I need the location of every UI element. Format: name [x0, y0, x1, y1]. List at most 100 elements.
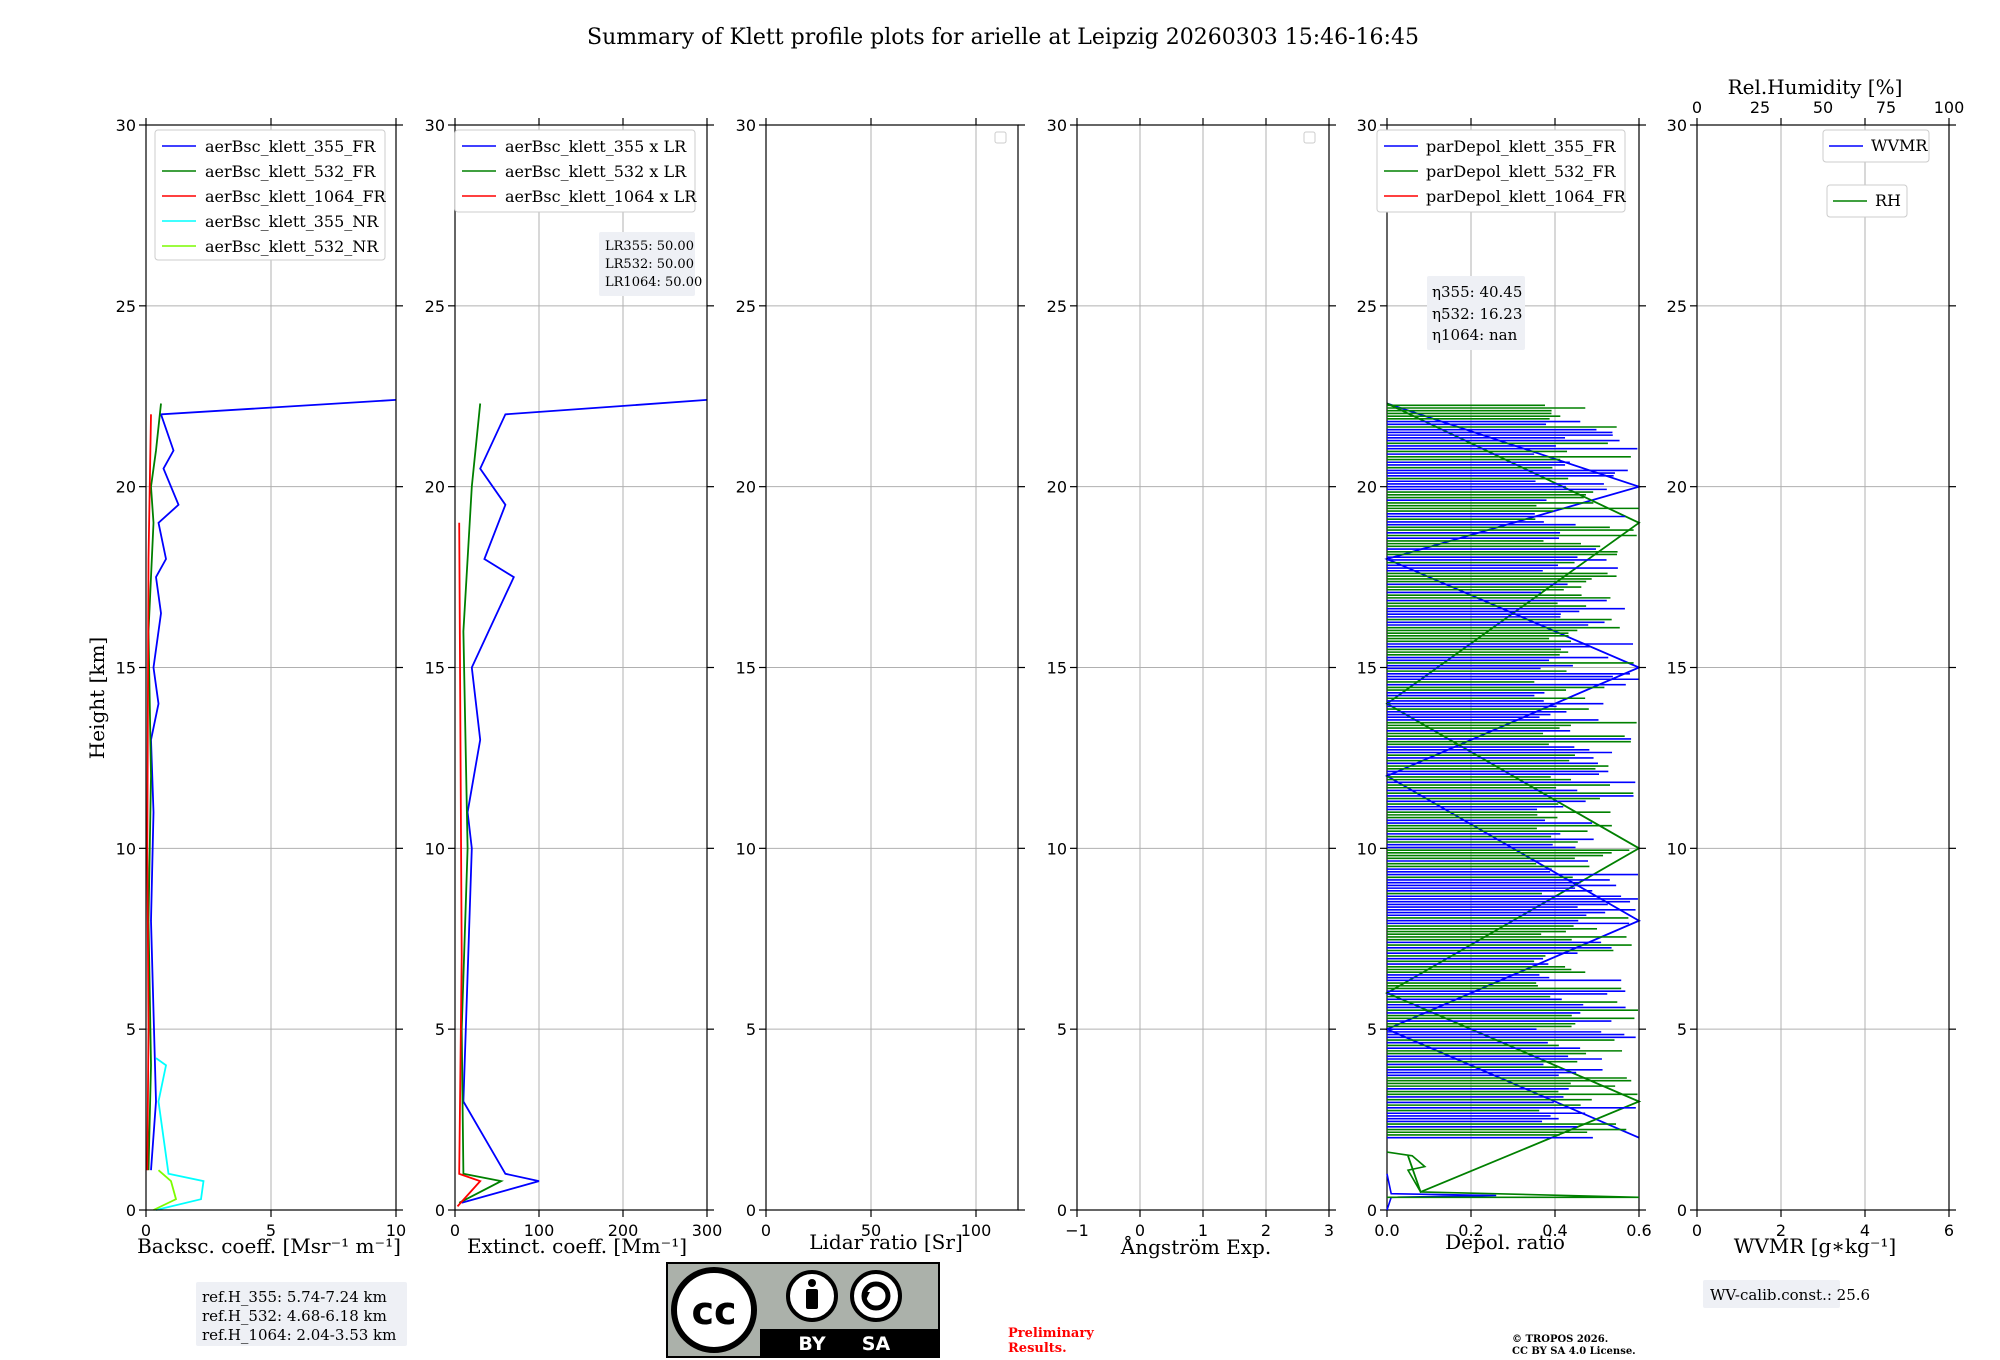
y-tick-label: 25 [1357, 297, 1377, 316]
y-tick-label: 0 [1057, 1201, 1067, 1220]
y-tick-label: 30 [1047, 116, 1067, 135]
y-tick-label: 30 [116, 116, 136, 135]
x-tick-label: 0 [761, 1221, 771, 1240]
ref-h-1064: ref.H_1064: 2.04-3.53 km [202, 1326, 396, 1344]
eta-532: η532: 16.23 [1432, 305, 1522, 323]
xlabel-lidar-ratio: Lidar ratio [Sr] [809, 1230, 963, 1254]
series-line [458, 403, 504, 1204]
x-tick-label: 2 [1776, 1221, 1786, 1240]
xlabel-angstrom: Ångström Exp. [1120, 1234, 1271, 1259]
legend-label: aerBsc_klett_532_FR [205, 162, 376, 181]
y-tick-label: 15 [425, 659, 445, 678]
lidar-ratio-info: LR355: 50.00 LR532: 50.00 LR1064: 50.00 [599, 232, 702, 296]
y-tick-label: 30 [1357, 116, 1377, 135]
top-tick-label: 25 [1750, 98, 1770, 117]
cc-by-sa-badge: cc BY SA [666, 1262, 940, 1358]
copyright-line: CC BY SA 4.0 License. [1512, 1346, 1636, 1357]
extinction-panel: 0 100 200 300 0 5 10 15 20 25 30 [425, 116, 723, 1240]
legend-label: parDepol_klett_1064_FR [1426, 187, 1627, 206]
eta-info: η355: 40.45 η532: 16.23 η1064: nan [1427, 276, 1525, 350]
series-group [146, 399, 397, 1211]
legend-label: aerBsc_klett_355 x LR [505, 137, 687, 156]
y-tick-label: 25 [116, 297, 136, 316]
y-axis-label: Height [km] [85, 637, 109, 759]
y-tick-label: 5 [1057, 1020, 1067, 1039]
depol-low-532 [1386, 1151, 1640, 1199]
empty-legend-marker [994, 131, 1007, 144]
y-tick-label: 25 [736, 297, 756, 316]
y-tick-label: 25 [1047, 297, 1067, 316]
depol-low-355 [1386, 1173, 1497, 1211]
y-tick-label: 20 [736, 478, 756, 497]
x-tick-label: 300 [692, 1221, 723, 1240]
y-tick-label: 0 [1367, 1201, 1377, 1220]
x-tick-label: 0 [1692, 1221, 1702, 1240]
y-tick-label: 5 [746, 1020, 756, 1039]
y-tick-label: 0 [1677, 1201, 1687, 1220]
series-line [461, 399, 708, 1204]
top-tick-label: 50 [1813, 98, 1833, 117]
legend-label: aerBsc_klett_532_NR [205, 237, 379, 256]
backscatter-panel: 0 5 10 0 5 10 15 20 25 30 [116, 116, 407, 1240]
wv-calibration-info: WV-calib.const.: 25.6 [1703, 1280, 1870, 1308]
lr-1064: LR1064: 50.00 [605, 275, 702, 290]
legend-label: aerBsc_klett_355_FR [205, 137, 376, 156]
series-line [146, 414, 152, 1171]
license-by: BY [798, 1333, 825, 1355]
x-tick-label: 0.4 [1542, 1221, 1567, 1240]
x-tick-label: 5 [266, 1221, 276, 1240]
share-alike-icon [850, 1270, 902, 1322]
x-tick-label: 0.6 [1626, 1221, 1651, 1240]
top-xlabel-rh: Rel.Humidity [%] [1728, 75, 1903, 99]
y-tick-label: 20 [1667, 478, 1687, 497]
x-tick-label: 100 [961, 1221, 992, 1240]
x-tick-label: 100 [524, 1221, 555, 1240]
legend-label: aerBsc_klett_1064_FR [205, 187, 387, 206]
y-tick-label: 10 [1667, 839, 1687, 858]
y-tick-label: 15 [116, 659, 136, 678]
top-tick-label: 0 [1692, 98, 1702, 117]
y-tick-label: 20 [1357, 478, 1377, 497]
legend-label: aerBsc_klett_532 x LR [505, 162, 687, 181]
y-tick-label: 10 [116, 839, 136, 858]
x-tick-label: 0 [450, 1221, 460, 1240]
x-tick-label: 0 [141, 1221, 151, 1240]
figure-title: Summary of Klett profile plots for ariel… [587, 25, 1419, 50]
series-line [150, 399, 397, 1171]
y-tick-label: 20 [116, 478, 136, 497]
x-tick-label: 4 [1860, 1221, 1870, 1240]
legend-rh: RH [1826, 184, 1908, 218]
legend-depol: parDepol_klett_355_FR parDepol_klett_532… [1376, 129, 1627, 213]
legend-label: parDepol_klett_532_FR [1426, 162, 1617, 181]
lr-532: LR532: 50.00 [605, 257, 694, 272]
y-tick-label: 5 [1367, 1020, 1377, 1039]
y-tick-label: 5 [1677, 1020, 1687, 1039]
attribution-icon [786, 1270, 838, 1322]
xlabel-depol: Depol. ratio [1445, 1230, 1565, 1254]
x-tick-label: 1 [1198, 1221, 1208, 1240]
legend-extinction: aerBsc_klett_355 x LR aerBsc_klett_532 x… [454, 129, 697, 213]
copyright-line: © TROPOS 2026. [1512, 1334, 1608, 1345]
license-sa: SA [862, 1333, 891, 1355]
y-tick-label: 30 [1667, 116, 1687, 135]
series-line [153, 1169, 178, 1211]
depol-bars [1386, 404, 1640, 1211]
legend-label: aerBsc_klett_355_NR [205, 212, 379, 231]
y-tick-label: 15 [1047, 659, 1067, 678]
y-tick-label: 10 [425, 839, 445, 858]
y-tick-label: 15 [736, 659, 756, 678]
wv-calib-text: WV-calib.const.: 25.6 [1710, 1286, 1870, 1304]
lr-355: LR355: 50.00 [605, 239, 694, 254]
y-tick-label: 25 [425, 297, 445, 316]
x-tick-label: 0.0 [1374, 1221, 1399, 1240]
svg-text:cc: cc [691, 1289, 736, 1333]
ref-h-355: ref.H_355: 5.74-7.24 km [202, 1288, 387, 1306]
y-tick-label: 10 [1047, 839, 1067, 858]
x-tick-label: 3 [1324, 1221, 1334, 1240]
eta-1064: η1064: nan [1432, 326, 1518, 344]
x-tick-label: 200 [608, 1221, 639, 1240]
depol-panel: 0.0 0.2 0.4 0.6 0 5 10 15 20 25 30 [1357, 116, 1652, 1240]
preliminary-note: Preliminary [1008, 1326, 1094, 1341]
